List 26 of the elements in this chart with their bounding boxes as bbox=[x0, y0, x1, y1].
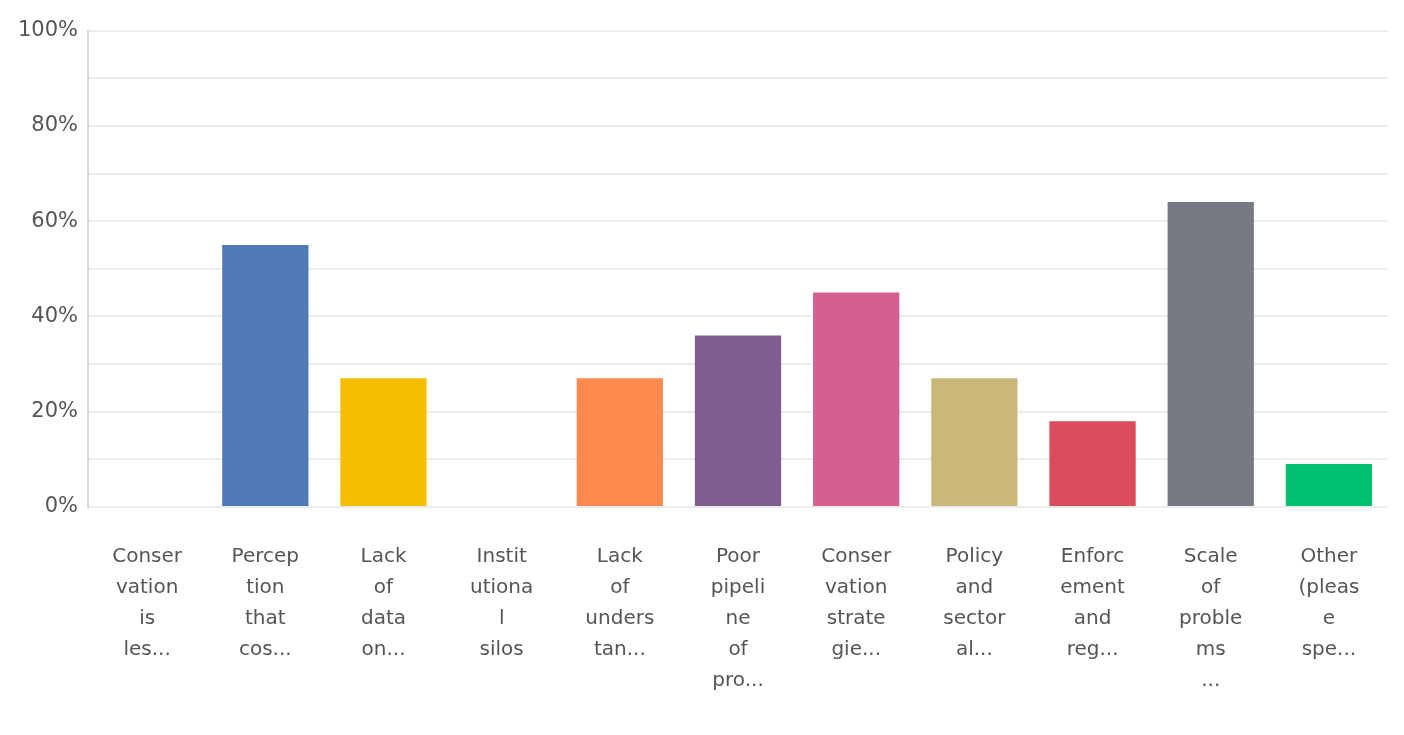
y-tick-label: 80% bbox=[31, 112, 79, 137]
x-tick-label: Poor pipeli ne of pro... bbox=[710, 542, 766, 691]
bar bbox=[1049, 421, 1136, 506]
x-tick-label: Enforc ement and reg... bbox=[1060, 542, 1126, 660]
y-tick-label: 0% bbox=[44, 493, 79, 518]
x-tick-label: Lack of data on... bbox=[360, 542, 407, 660]
x-tick-label: Conser vation strate gie... bbox=[821, 542, 892, 660]
x-tick-label: Scale of proble ms ... bbox=[1179, 542, 1243, 691]
bar bbox=[576, 378, 663, 506]
bar bbox=[694, 335, 782, 506]
y-tick-label: 60% bbox=[31, 207, 79, 232]
x-tick-label: Lack of unders tan... bbox=[585, 542, 655, 660]
x-tick-label: Percep tion that cos... bbox=[231, 542, 300, 660]
bar bbox=[340, 378, 427, 506]
bar bbox=[1285, 464, 1373, 506]
x-tick-label: Policy and sector al... bbox=[943, 542, 1007, 660]
y-tick-label: 20% bbox=[31, 398, 79, 423]
y-tick-label: 100% bbox=[17, 17, 79, 42]
x-tick-label: Other (pleas e spe... bbox=[1298, 542, 1360, 660]
y-tick-label: 40% bbox=[31, 302, 79, 327]
x-tick-label: Conser vation is les... bbox=[112, 542, 183, 660]
bar bbox=[931, 378, 1018, 506]
bar bbox=[813, 292, 900, 506]
bar bbox=[1167, 202, 1254, 506]
x-tick-label: Instit utiona l silos bbox=[470, 542, 534, 660]
bar bbox=[222, 244, 309, 506]
